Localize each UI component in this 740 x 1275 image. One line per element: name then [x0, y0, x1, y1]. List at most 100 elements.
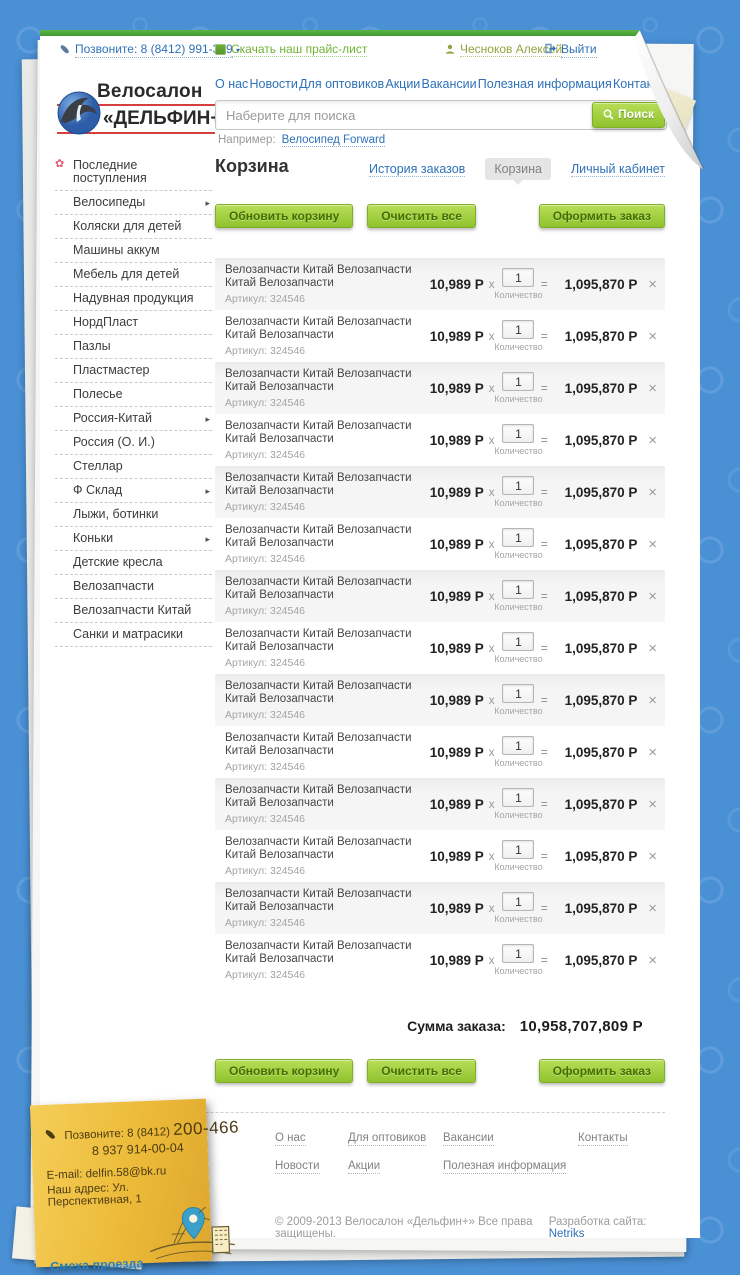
- sidebar-category-item[interactable]: Велосипеды ▸: [55, 191, 212, 215]
- search-button[interactable]: Поиск: [592, 102, 665, 128]
- update-cart-button[interactable]: Обновить корзину: [215, 1059, 353, 1083]
- quantity-input[interactable]: [502, 736, 534, 755]
- quantity-input[interactable]: [502, 424, 534, 443]
- checkout-button[interactable]: Оформить заказ: [539, 1059, 665, 1083]
- remove-item-button[interactable]: ×: [648, 847, 658, 865]
- sidebar-category-item[interactable]: Пластмастер: [55, 359, 212, 383]
- quantity-input[interactable]: [502, 268, 534, 287]
- sidebar-category-item[interactable]: Ф Склад ▸: [55, 479, 212, 503]
- sidebar-category-item[interactable]: НордПласт: [55, 311, 212, 335]
- quantity-input[interactable]: [502, 944, 534, 963]
- remove-item-button[interactable]: ×: [648, 379, 658, 397]
- example-link[interactable]: Велосипед Forward: [281, 134, 386, 146]
- nav-link-1[interactable]: Новости: [249, 77, 298, 91]
- clear-all-button[interactable]: Очистить все: [367, 1059, 476, 1083]
- tab-cart[interactable]: Корзина: [485, 158, 551, 180]
- site-logo[interactable]: Велосалон «ДЕЛЬФИН+»: [55, 75, 215, 147]
- quantity-input[interactable]: [502, 684, 534, 703]
- remove-item-button[interactable]: ×: [648, 535, 658, 553]
- footer-link-5[interactable]: Акции: [348, 1160, 381, 1172]
- sidebar-category-item[interactable]: Россия (О. И.): [55, 431, 212, 455]
- remove-item-button[interactable]: ×: [648, 483, 658, 501]
- footer-link-2[interactable]: Вакансии: [443, 1132, 494, 1144]
- pricelist-link[interactable]: Скачать наш прайс-лист: [215, 42, 367, 56]
- sidebar-category-item[interactable]: Велозапчасти Китай: [55, 599, 212, 623]
- remove-item-button[interactable]: ×: [648, 327, 658, 345]
- nav-link-4[interactable]: Вакансии: [421, 77, 477, 91]
- sidebar-category-item[interactable]: Машины аккум: [55, 239, 212, 263]
- cart-item-title[interactable]: Велозапчасти Китай Велозапчасти Китай Ве…: [225, 835, 412, 861]
- nav-link-2[interactable]: Для оптовиков: [299, 77, 385, 91]
- cart-item-title[interactable]: Велозапчасти Китай Велозапчасти Китай Ве…: [225, 471, 412, 497]
- nav-link-6[interactable]: Контакты: [612, 77, 667, 91]
- quantity-input[interactable]: [502, 788, 534, 807]
- logout-link[interactable]: Выйти: [545, 42, 597, 57]
- sidebar-category-item[interactable]: Санки и матрасики: [55, 623, 212, 647]
- remove-item-button[interactable]: ×: [648, 743, 658, 761]
- logout-label[interactable]: Выйти: [561, 42, 597, 56]
- nav-link-5[interactable]: Полезная информация: [477, 77, 612, 91]
- footer-link-4[interactable]: Новости: [275, 1160, 320, 1172]
- quantity-input[interactable]: [502, 840, 534, 859]
- quantity-input[interactable]: [502, 476, 534, 495]
- remove-item-button[interactable]: ×: [648, 431, 658, 449]
- quantity-input[interactable]: [502, 528, 534, 547]
- user-menu[interactable]: Чесноков Алексей: [445, 42, 562, 57]
- remove-item-button[interactable]: ×: [648, 587, 658, 605]
- sidebar-category-item[interactable]: Лыжи, ботинки: [55, 503, 212, 527]
- sidebar-category-item[interactable]: Детские кресла: [55, 551, 212, 575]
- cart-item-title[interactable]: Велозапчасти Китай Велозапчасти Китай Ве…: [225, 523, 412, 549]
- cart-item-title[interactable]: Велозапчасти Китай Велозапчасти Китай Ве…: [225, 627, 412, 653]
- tab-order-history[interactable]: История заказов: [368, 161, 466, 176]
- search-input[interactable]: [215, 100, 667, 130]
- remove-item-button[interactable]: ×: [648, 639, 658, 657]
- cart-item-title[interactable]: Велозапчасти Китай Велозапчасти Китай Ве…: [225, 419, 412, 445]
- sidebar-category-item[interactable]: Россия-Китай ▸: [55, 407, 212, 431]
- cart-item-title[interactable]: Велозапчасти Китай Велозапчасти Китай Ве…: [225, 679, 412, 705]
- footer-link-6[interactable]: Полезная информация: [443, 1160, 567, 1172]
- remove-item-button[interactable]: ×: [648, 795, 658, 813]
- quantity-input[interactable]: [502, 632, 534, 651]
- remove-item-button[interactable]: ×: [648, 899, 658, 917]
- sidebar-category-item[interactable]: Велозапчасти: [55, 575, 212, 599]
- update-cart-button[interactable]: Обновить корзину: [215, 204, 353, 228]
- sidebar-category-item[interactable]: Стеллар: [55, 455, 212, 479]
- user-name[interactable]: Чесноков Алексей: [460, 42, 563, 56]
- phone-link[interactable]: Позвоните: 8 (8412) 991-349 ▾: [60, 42, 240, 57]
- tab-personal-account[interactable]: Личный кабинет: [570, 161, 665, 176]
- sidebar-category-item[interactable]: Пазлы: [55, 335, 212, 359]
- route-map-link[interactable]: Смеха проезда: [49, 1256, 144, 1274]
- quantity-input[interactable]: [502, 580, 534, 599]
- checkout-button[interactable]: Оформить заказ: [539, 204, 665, 228]
- remove-item-button[interactable]: ×: [648, 691, 658, 709]
- cart-item-title[interactable]: Велозапчасти Китай Велозапчасти Китай Ве…: [225, 783, 412, 809]
- sidebar-category-item[interactable]: Надувная продукция: [55, 287, 212, 311]
- nav-link-3[interactable]: Акции: [385, 77, 421, 91]
- cart-item-title[interactable]: Велозапчасти Китай Велозапчасти Китай Ве…: [225, 263, 412, 289]
- pricelist-label[interactable]: Скачать наш прайс-лист: [231, 42, 368, 56]
- quantity-input[interactable]: [502, 320, 534, 339]
- nav-link-0[interactable]: О нас: [215, 77, 249, 91]
- developer-link[interactable]: Netriks: [548, 1228, 585, 1240]
- cart-item-title[interactable]: Велозапчасти Китай Велозапчасти Китай Ве…: [225, 367, 412, 393]
- remove-item-button[interactable]: ×: [648, 275, 658, 293]
- cart-item-title[interactable]: Велозапчасти Китай Велозапчасти Китай Ве…: [225, 575, 412, 601]
- footer-link-0[interactable]: О нас: [275, 1132, 306, 1144]
- sidebar-category-item[interactable]: Коляски для детей: [55, 215, 212, 239]
- footer-link-3[interactable]: Контакты: [578, 1132, 628, 1144]
- remove-item-button[interactable]: ×: [648, 951, 658, 969]
- cart-item-title[interactable]: Велозапчасти Китай Велозапчасти Китай Ве…: [225, 731, 412, 757]
- cart-item-title[interactable]: Велозапчасти Китай Велозапчасти Китай Ве…: [225, 887, 412, 913]
- cart-item-title[interactable]: Велозапчасти Китай Велозапчасти Китай Ве…: [225, 939, 412, 965]
- sidebar-category-item[interactable]: ✿ Последние поступления: [55, 154, 212, 191]
- footer-link-1[interactable]: Для оптовиков: [348, 1132, 427, 1144]
- cart-item-title[interactable]: Велозапчасти Китай Велозапчасти Китай Ве…: [225, 315, 412, 341]
- phone-label[interactable]: Позвоните: 8 (8412) 991-349: [75, 42, 233, 56]
- quantity-input[interactable]: [502, 372, 534, 391]
- cart-item-row: Велозапчасти Китай Велозапчасти Китай Ве…: [215, 934, 665, 986]
- sidebar-category-item[interactable]: Коньки ▸: [55, 527, 212, 551]
- sidebar-category-item[interactable]: Мебель для детей: [55, 263, 212, 287]
- clear-all-button[interactable]: Очистить все: [367, 204, 476, 228]
- sidebar-category-item[interactable]: Полесье: [55, 383, 212, 407]
- quantity-input[interactable]: [502, 892, 534, 911]
